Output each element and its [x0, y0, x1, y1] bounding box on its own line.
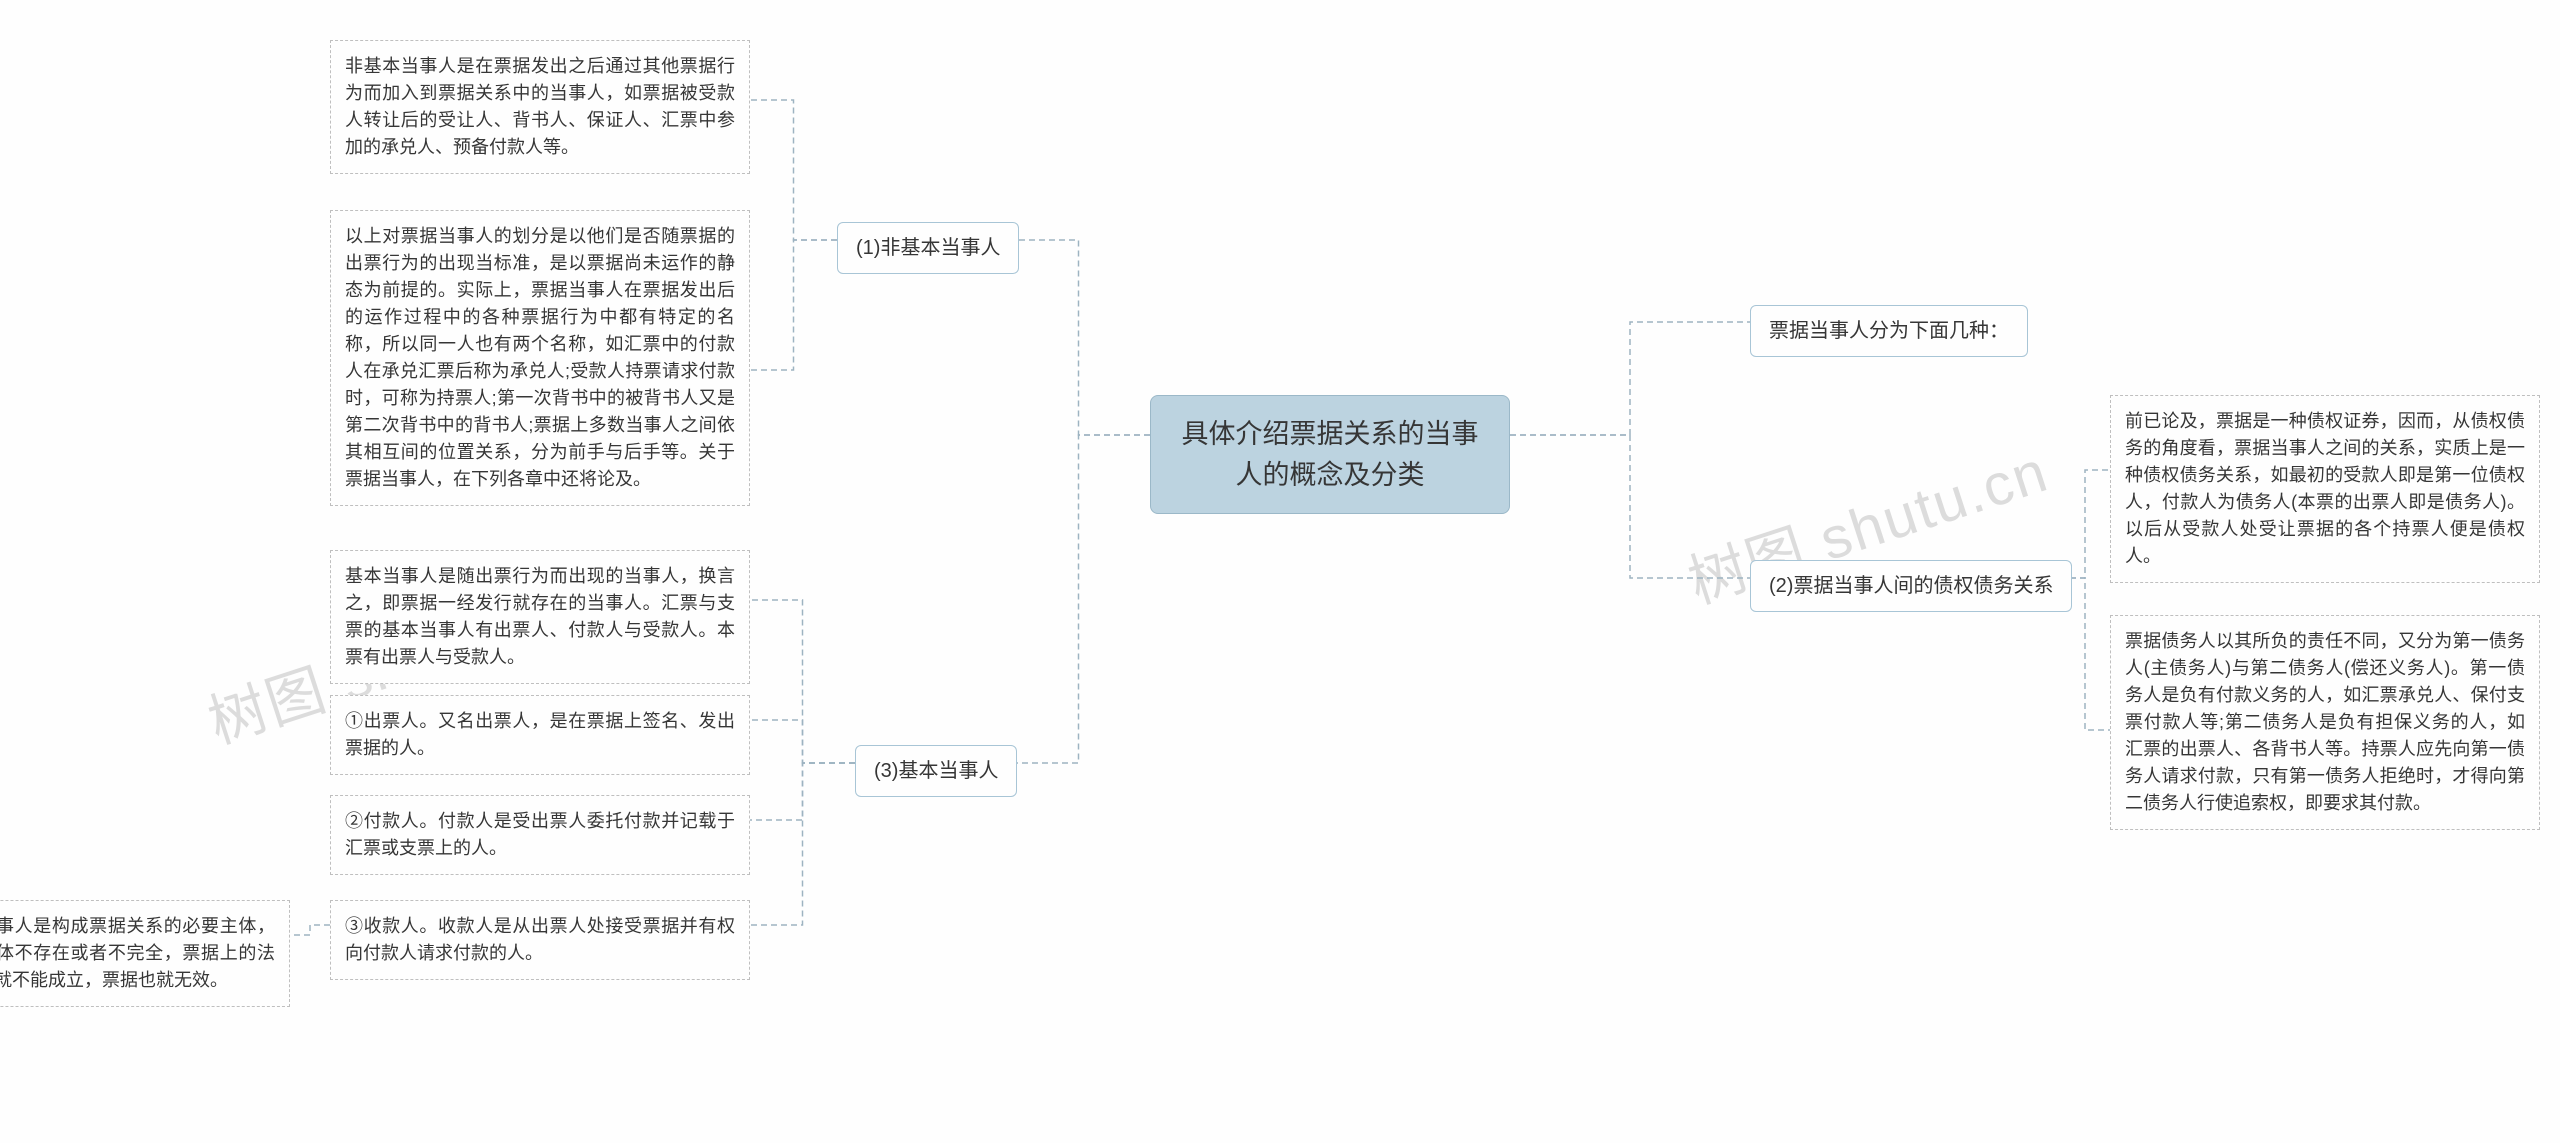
connector-8	[750, 600, 855, 763]
leaf-left-1-3: ③收款人。收款人是从出票人处接受票据并有权向付款人请求付款的人。	[330, 900, 750, 980]
connector-11	[750, 763, 855, 925]
branch-left-1: (3)基本当事人	[855, 745, 1017, 797]
connector-4	[1007, 240, 1150, 435]
connector-6	[750, 100, 837, 240]
leaf-left-1-2: ②付款人。付款人是受出票人委托付款并记载于汇票或支票上的人。	[330, 795, 750, 875]
connector-7	[750, 240, 837, 370]
leaf-right-1-1: 票据债务人以其所负的责任不同，又分为第一债务人(主债务人)与第二债务人(偿还义务…	[2110, 615, 2540, 830]
connector-10	[750, 763, 855, 820]
connector-0	[1510, 322, 1750, 435]
leaf-left-1-0: 基本当事人是随出票行为而出现的当事人，换言之，即票据一经发行就存在的当事人。汇票…	[330, 550, 750, 684]
branch-left-0: (1)非基本当事人	[837, 222, 1019, 274]
center-node: 具体介绍票据关系的当事人的概念及分类	[1150, 395, 1510, 514]
connector-9	[750, 720, 855, 763]
leaf-left-1-1: ①出票人。又名出票人，是在票据上签名、发出票据的人。	[330, 695, 750, 775]
leaf-left-0-0: 非基本当事人是在票据发出之后通过其他票据行为而加入到票据关系中的当事人，如票据被…	[330, 40, 750, 174]
leaf-right-1-0: 前已论及，票据是一种债权证券，因而，从债权债务的角度看，票据当事人之间的关系，实…	[2110, 395, 2540, 583]
connector-12	[290, 925, 330, 935]
connector-5	[1007, 435, 1150, 763]
leaf-left-1-3-0: 基本当事人是构成票据关系的必要主体，这种主体不存在或者不完全，票据上的法律关系就…	[0, 900, 290, 1007]
branch-right-0: 票据当事人分为下面几种：	[1750, 305, 2028, 357]
leaf-left-0-1: 以上对票据当事人的划分是以他们是否随票据的出票行为的出现当标准，是以票据尚未运作…	[330, 210, 750, 506]
connector-1	[1510, 435, 1750, 578]
branch-right-1: (2)票据当事人间的债权债务关系	[1750, 560, 2072, 612]
